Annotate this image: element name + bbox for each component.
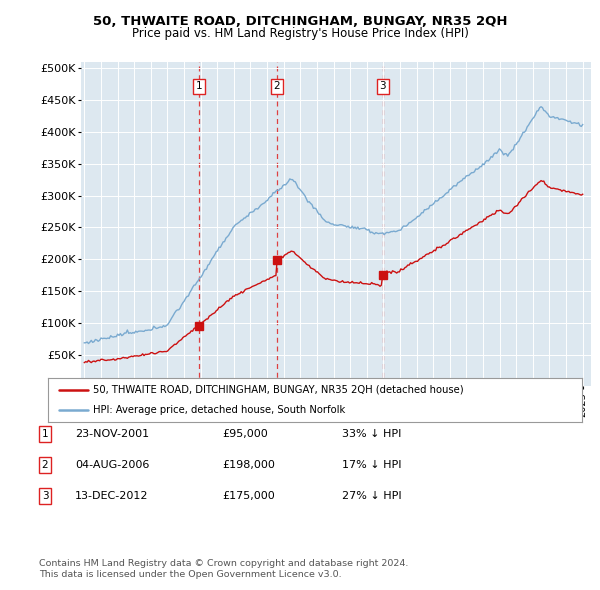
Text: £198,000: £198,000 — [222, 460, 275, 470]
Text: HPI: Average price, detached house, South Norfolk: HPI: Average price, detached house, Sout… — [94, 405, 346, 415]
Text: 33% ↓ HPI: 33% ↓ HPI — [342, 429, 401, 438]
Text: 17% ↓ HPI: 17% ↓ HPI — [342, 460, 401, 470]
Text: Price paid vs. HM Land Registry's House Price Index (HPI): Price paid vs. HM Land Registry's House … — [131, 27, 469, 40]
Text: 50, THWAITE ROAD, DITCHINGHAM, BUNGAY, NR35 2QH: 50, THWAITE ROAD, DITCHINGHAM, BUNGAY, N… — [93, 15, 507, 28]
Text: 2: 2 — [41, 460, 49, 470]
Text: 04-AUG-2006: 04-AUG-2006 — [75, 460, 149, 470]
Text: 3: 3 — [41, 491, 49, 501]
Text: 13-DEC-2012: 13-DEC-2012 — [75, 491, 149, 501]
Text: 50, THWAITE ROAD, DITCHINGHAM, BUNGAY, NR35 2QH (detached house): 50, THWAITE ROAD, DITCHINGHAM, BUNGAY, N… — [94, 385, 464, 395]
Text: 27% ↓ HPI: 27% ↓ HPI — [342, 491, 401, 501]
Text: 1: 1 — [41, 429, 49, 438]
Text: Contains HM Land Registry data © Crown copyright and database right 2024.: Contains HM Land Registry data © Crown c… — [39, 559, 409, 568]
Text: 1: 1 — [196, 81, 202, 91]
Text: This data is licensed under the Open Government Licence v3.0.: This data is licensed under the Open Gov… — [39, 571, 341, 579]
Text: 3: 3 — [379, 81, 386, 91]
Text: £95,000: £95,000 — [222, 429, 268, 438]
Text: 2: 2 — [274, 81, 280, 91]
Text: 23-NOV-2001: 23-NOV-2001 — [75, 429, 149, 438]
Text: £175,000: £175,000 — [222, 491, 275, 501]
